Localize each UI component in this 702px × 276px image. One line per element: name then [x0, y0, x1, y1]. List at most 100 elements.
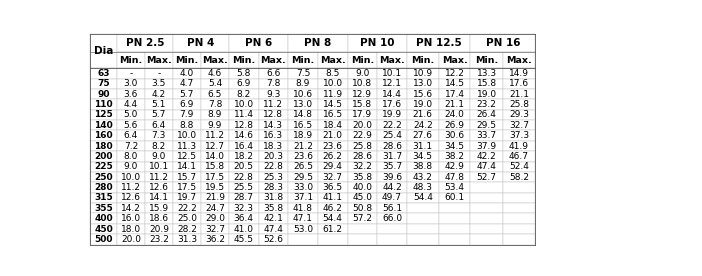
Text: 66.0: 66.0	[382, 214, 402, 223]
Text: 125: 125	[94, 110, 113, 120]
Text: Max.: Max.	[260, 56, 286, 65]
Bar	[117, 131, 145, 141]
Bar	[289, 68, 318, 79]
Bar	[289, 120, 318, 131]
Bar	[173, 234, 201, 245]
Text: PN 16: PN 16	[486, 38, 520, 48]
Bar	[91, 141, 117, 151]
Bar	[117, 234, 145, 245]
Text: 38.2: 38.2	[444, 152, 465, 161]
Bar	[173, 203, 201, 213]
Bar	[173, 68, 201, 79]
Text: 20.3: 20.3	[263, 152, 284, 161]
Text: 60.1: 60.1	[444, 193, 465, 202]
Bar	[318, 89, 347, 99]
Text: 15.8: 15.8	[205, 162, 225, 171]
Bar	[439, 234, 470, 245]
Text: 500: 500	[94, 235, 113, 244]
Text: 41.1: 41.1	[323, 193, 343, 202]
Text: 13.0: 13.0	[413, 79, 433, 88]
Text: 26.4: 26.4	[477, 110, 496, 120]
Text: 12.9: 12.9	[352, 90, 372, 99]
Bar	[377, 52, 407, 68]
Bar	[229, 120, 258, 131]
Text: 26.9: 26.9	[444, 121, 465, 130]
Bar	[229, 224, 258, 234]
Text: 17.4: 17.4	[444, 90, 465, 99]
Bar	[347, 224, 377, 234]
Bar	[503, 213, 535, 224]
Bar	[173, 99, 201, 110]
Bar	[289, 224, 318, 234]
Text: 12.8: 12.8	[234, 121, 253, 130]
Text: 13.3: 13.3	[477, 69, 497, 78]
Text: 35.8: 35.8	[352, 173, 373, 182]
Bar	[503, 89, 535, 99]
Text: 14.1: 14.1	[177, 162, 197, 171]
Bar	[258, 213, 289, 224]
Text: 4.6: 4.6	[208, 69, 222, 78]
Bar	[258, 120, 289, 131]
Text: 7.9: 7.9	[180, 110, 194, 120]
Text: PN 12.5: PN 12.5	[416, 38, 461, 48]
Bar	[347, 120, 377, 131]
Text: 22.9: 22.9	[352, 131, 372, 140]
Text: 14.4: 14.4	[382, 90, 402, 99]
Bar	[173, 182, 201, 193]
Bar	[439, 193, 470, 203]
Bar	[201, 89, 229, 99]
Text: 42.2: 42.2	[477, 152, 496, 161]
Text: 29.4: 29.4	[323, 162, 343, 171]
Text: 280: 280	[94, 183, 113, 192]
Text: 15.9: 15.9	[149, 204, 169, 213]
Bar	[318, 99, 347, 110]
Text: 4.0: 4.0	[180, 69, 194, 78]
Text: 9.0: 9.0	[124, 162, 138, 171]
Bar	[377, 79, 407, 89]
Bar	[229, 89, 258, 99]
Text: 28.6: 28.6	[352, 152, 372, 161]
Bar	[145, 182, 173, 193]
Bar	[145, 52, 173, 68]
Text: 4.2: 4.2	[152, 90, 166, 99]
Bar	[407, 203, 439, 213]
Text: 14.2: 14.2	[121, 204, 141, 213]
Text: 21.0: 21.0	[323, 131, 343, 140]
Text: 7.8: 7.8	[266, 79, 281, 88]
Text: 14.0: 14.0	[205, 152, 225, 161]
Text: 18.2: 18.2	[234, 152, 253, 161]
Bar	[145, 224, 173, 234]
Text: -: -	[129, 69, 133, 78]
Bar	[470, 120, 503, 131]
Text: 25.3: 25.3	[263, 173, 284, 182]
Text: 12.6: 12.6	[149, 183, 169, 192]
Bar	[407, 182, 439, 193]
Text: 7.3: 7.3	[152, 131, 166, 140]
Bar	[347, 89, 377, 99]
Bar	[318, 79, 347, 89]
Bar	[377, 182, 407, 193]
Bar	[173, 34, 229, 52]
Text: 47.4: 47.4	[263, 224, 284, 233]
Bar	[470, 34, 535, 52]
Bar	[91, 89, 117, 99]
Text: 12.7: 12.7	[205, 142, 225, 150]
Text: 54.4: 54.4	[323, 214, 343, 223]
Text: Min.: Min.	[475, 56, 498, 65]
Text: 33.0: 33.0	[293, 183, 313, 192]
Text: 38.8: 38.8	[413, 162, 433, 171]
Bar	[439, 110, 470, 120]
Text: 8.0: 8.0	[124, 152, 138, 161]
Text: 24.2: 24.2	[413, 121, 432, 130]
Text: 6.9: 6.9	[180, 100, 194, 109]
Text: 250: 250	[94, 173, 113, 182]
Bar	[145, 68, 173, 79]
Text: 27.6: 27.6	[413, 131, 432, 140]
Bar	[289, 52, 318, 68]
Bar	[117, 151, 145, 162]
Bar	[503, 110, 535, 120]
Bar	[229, 99, 258, 110]
Bar	[173, 89, 201, 99]
Text: 18.0: 18.0	[121, 224, 141, 233]
Text: Max.: Max.	[320, 56, 345, 65]
